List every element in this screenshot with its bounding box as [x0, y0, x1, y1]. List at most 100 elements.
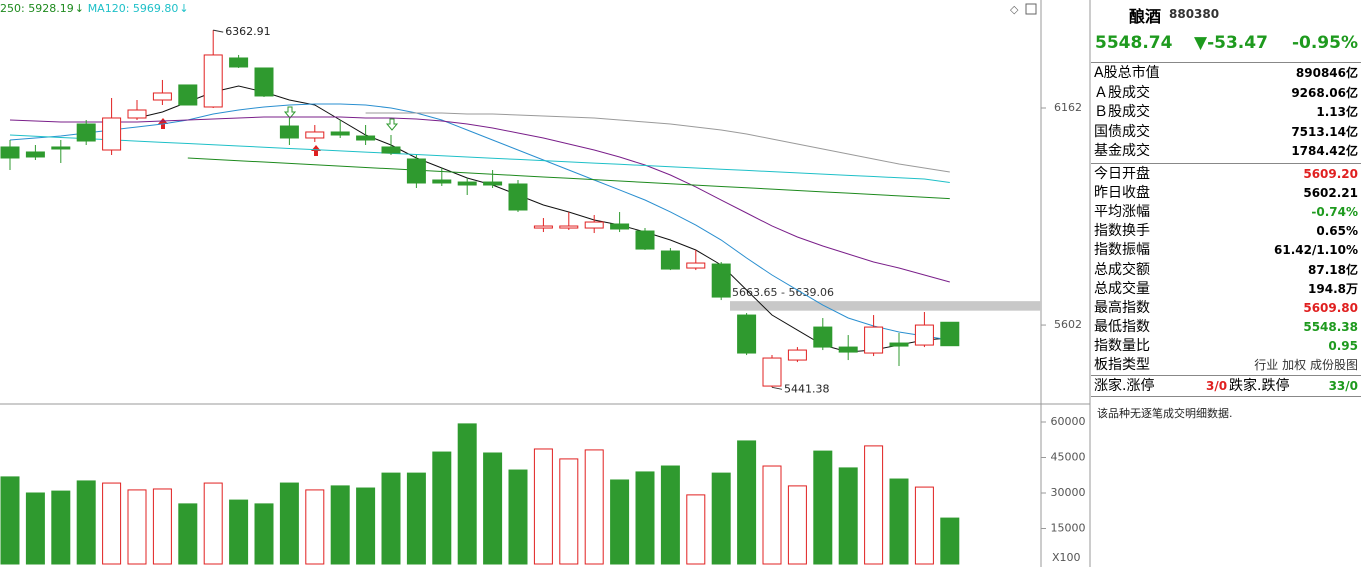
candle-body — [533, 225, 553, 229]
y-tick-label: 60000 — [1051, 415, 1086, 428]
up-value: 3/0 — [1206, 379, 1228, 393]
breadth-row: 涨家.涨停 3/0 跌家.跌停 33/0 — [1094, 376, 1358, 396]
stat-row: 昨日收盘 5602.21 — [1094, 183, 1358, 203]
row-value: 9268.06亿 — [1291, 85, 1358, 100]
volume-bar — [305, 489, 325, 565]
type-link[interactable]: 成份股图 — [1309, 358, 1358, 372]
type-link[interactable]: 加权 — [1282, 358, 1307, 372]
candle-body — [787, 349, 807, 361]
row-value: 1784.42亿 — [1291, 144, 1358, 159]
candle-body — [102, 117, 122, 151]
stat-row: 最高指数 5609.80 — [1094, 298, 1358, 318]
stat-row: 国债成交 7513.14亿 — [1094, 122, 1358, 142]
divider — [1091, 375, 1361, 376]
chart: ◇ X100 5663.65 - 5639.06 6162 5602 6362.91 5… — [0, 0, 1091, 567]
down-value: 33/0 — [1328, 379, 1358, 393]
candle-body — [432, 179, 452, 184]
volume-bar — [406, 472, 426, 565]
candle-body — [305, 131, 325, 139]
volume-bar — [889, 478, 909, 565]
candle-body — [0, 146, 20, 159]
row-label: 今日开盘 — [1094, 166, 1150, 182]
row-value: 5602.21 — [1303, 186, 1358, 201]
type-link[interactable]: 行业 — [1254, 358, 1279, 372]
candle-body — [686, 262, 706, 269]
row-label: 最低指数 — [1094, 318, 1150, 335]
row-value: 61.42/1.10% — [1274, 243, 1358, 258]
candle-body — [203, 54, 223, 108]
candle-body — [457, 181, 477, 186]
row-label: 涨家.涨停 — [1094, 378, 1155, 394]
ma-line — [187, 157, 950, 200]
row-value: 5548.38 — [1303, 319, 1358, 334]
volume-bar — [787, 485, 807, 565]
high-pointer — [213, 29, 224, 33]
divider — [1091, 62, 1361, 63]
stat-row: 指数换手 0.65% — [1094, 221, 1358, 241]
diamond-icon[interactable]: ◇ — [1010, 3, 1019, 16]
candle-body — [813, 326, 833, 348]
ma-line — [9, 134, 950, 183]
volume-bar — [51, 490, 71, 565]
row-label: 总成交额 — [1094, 261, 1150, 278]
candle-body — [330, 131, 350, 136]
volume-bar — [914, 486, 934, 565]
row-value: 194.8万 — [1308, 281, 1358, 296]
legend-arrow: ↓ — [179, 2, 188, 15]
y-tick-label: 5602 — [1054, 318, 1082, 331]
row-label: Ｂ股成交 — [1094, 104, 1150, 121]
volume-bar — [686, 494, 706, 565]
volume-bar — [813, 450, 833, 565]
row-label: Ａ股成交 — [1094, 84, 1150, 101]
volume-bar — [635, 471, 655, 565]
quote-panel: 酿酒 880380 5548.74 ▼-53.47 -0.95% A股总市值 89… — [1091, 0, 1361, 567]
stock-code: 880380 — [1169, 7, 1220, 21]
buy-arrow — [311, 145, 321, 156]
y-tick-label: 6162 — [1054, 101, 1082, 114]
y-tick-label: 45000 — [1051, 450, 1086, 463]
volume-bar — [762, 465, 782, 565]
candle-body — [864, 326, 884, 354]
row-label: 国债成交 — [1094, 123, 1150, 140]
volume-bar — [25, 492, 45, 565]
row-label: 平均涨幅 — [1094, 204, 1150, 221]
price: 5548.74 — [1095, 33, 1173, 53]
candle-body — [25, 151, 45, 158]
row-label: 昨日收盘 — [1094, 185, 1150, 202]
volume-bar — [940, 517, 960, 565]
candle-body — [279, 125, 299, 139]
candle-body — [737, 314, 757, 354]
row-value: 87.18亿 — [1308, 262, 1358, 277]
candle-body — [483, 181, 503, 186]
candle-body — [635, 230, 655, 250]
ma-line — [9, 116, 950, 283]
window-icon[interactable] — [1025, 3, 1037, 15]
stock-name: 酿酒 — [1129, 7, 1162, 26]
stat-row: A股总市值 890846亿 — [1094, 63, 1358, 83]
type-row: 板指类型 行业 加权 成份股图 — [1094, 355, 1358, 375]
ma-line — [9, 103, 950, 341]
row-label: 指数换手 — [1094, 223, 1150, 240]
low-pointer — [771, 386, 783, 390]
candle-body — [152, 92, 172, 101]
volume-bar — [152, 488, 172, 565]
volume-bar — [76, 480, 96, 565]
ma-line — [365, 112, 950, 173]
low-label: 5441.38 — [784, 382, 830, 395]
candle-body — [584, 221, 604, 229]
candle-body — [559, 225, 579, 229]
legend-arrow: ↓ — [75, 2, 84, 15]
candle-body — [127, 109, 147, 119]
row-label: 最高指数 — [1094, 299, 1150, 316]
stat-row: Ａ股成交 9268.06亿 — [1094, 83, 1358, 103]
high-label: 6362.91 — [225, 25, 271, 38]
volume-bar — [864, 445, 884, 565]
y-tick-label: 15000 — [1051, 521, 1086, 534]
row-value: 890846亿 — [1295, 66, 1358, 80]
volume-bar — [559, 458, 579, 565]
candle-body — [914, 324, 934, 346]
volume-bar — [711, 472, 731, 565]
stat-row: 最低指数 5548.38 — [1094, 317, 1358, 337]
row-value: 0.65% — [1316, 224, 1358, 239]
